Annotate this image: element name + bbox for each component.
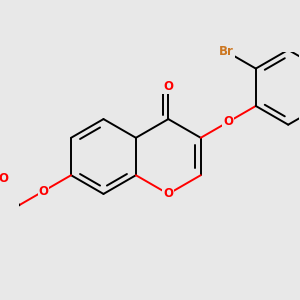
- Text: O: O: [223, 116, 233, 128]
- Text: O: O: [163, 80, 173, 93]
- Text: O: O: [163, 188, 173, 200]
- Text: Br: Br: [219, 45, 234, 58]
- Text: O: O: [0, 172, 9, 185]
- Text: O: O: [38, 184, 49, 198]
